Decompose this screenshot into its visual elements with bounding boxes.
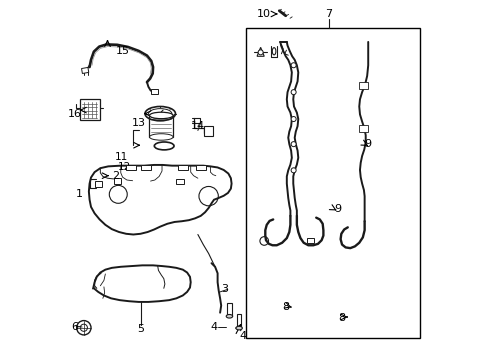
Text: 14: 14 (190, 121, 204, 131)
Bar (113, 178, 121, 184)
Bar (246, 28, 419, 338)
Bar (359, 125, 367, 132)
Bar (175, 179, 183, 184)
Text: 16: 16 (67, 109, 81, 119)
Text: 12: 12 (118, 162, 131, 172)
Text: 9: 9 (333, 204, 341, 214)
Text: 6: 6 (71, 322, 78, 332)
Text: 11: 11 (115, 152, 128, 162)
Text: 2: 2 (112, 171, 119, 181)
Bar (140, 165, 150, 170)
Bar (306, 238, 314, 243)
Bar (227, 303, 231, 316)
Ellipse shape (149, 134, 173, 140)
Bar (178, 165, 188, 170)
FancyBboxPatch shape (80, 99, 100, 120)
Text: 8: 8 (282, 302, 289, 312)
Bar (94, 181, 102, 187)
Bar (149, 116, 173, 137)
Text: 10: 10 (257, 9, 271, 19)
Bar (150, 89, 158, 94)
Text: 4: 4 (239, 331, 246, 341)
Circle shape (290, 90, 296, 95)
Bar (126, 165, 136, 170)
Bar (81, 67, 89, 73)
Ellipse shape (235, 326, 242, 330)
Text: 3: 3 (221, 284, 228, 294)
Bar (204, 126, 213, 136)
Text: 7: 7 (325, 9, 332, 19)
Circle shape (290, 141, 296, 147)
Circle shape (258, 50, 263, 55)
Text: 5: 5 (137, 324, 143, 334)
Ellipse shape (226, 315, 232, 318)
Text: 8: 8 (337, 313, 344, 323)
Text: 9: 9 (364, 139, 371, 149)
Circle shape (290, 168, 296, 173)
Bar (237, 315, 241, 328)
Text: 13: 13 (132, 118, 145, 128)
Circle shape (290, 63, 296, 68)
Circle shape (290, 117, 296, 122)
Text: 1: 1 (75, 189, 82, 199)
Bar (359, 82, 367, 89)
Text: 4: 4 (210, 322, 217, 332)
Bar (196, 165, 206, 170)
Text: 15: 15 (115, 46, 129, 56)
Ellipse shape (149, 112, 173, 119)
